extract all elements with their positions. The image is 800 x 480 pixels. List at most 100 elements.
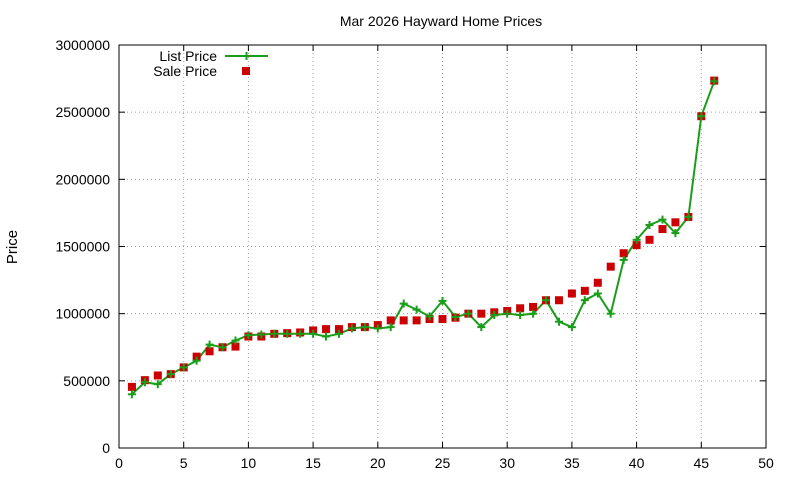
x-tick-label: 10 xyxy=(241,455,257,471)
sale-price-point xyxy=(567,289,576,298)
y-tick-label: 500000 xyxy=(63,373,110,389)
list-price-point xyxy=(399,299,408,308)
list-price-point xyxy=(244,331,253,340)
sale-price-point xyxy=(438,315,447,324)
list-price-point xyxy=(127,390,136,399)
list-price-point xyxy=(490,311,499,319)
list-price-point xyxy=(205,340,214,349)
list-price-point xyxy=(619,255,628,264)
list-price-point xyxy=(567,323,576,332)
list-price-point xyxy=(283,329,292,338)
sale-price-point xyxy=(593,278,602,287)
list-price-point xyxy=(451,313,460,321)
y-tick-label: 2000000 xyxy=(55,171,110,187)
axis-ticks: 0 5 10 15 20 25 30 35 40 45 50 0 500000 1000000 150000… xyxy=(55,37,774,471)
series-group xyxy=(127,76,719,399)
list-price-point xyxy=(218,343,227,352)
list-price-point xyxy=(296,329,305,338)
x-tick-label: 35 xyxy=(564,455,580,471)
y-tick-label: 3000000 xyxy=(55,37,110,53)
list-price-point xyxy=(529,309,538,318)
sale-price-point xyxy=(658,225,667,234)
list-price-point xyxy=(373,324,382,333)
sale-price-point xyxy=(529,302,538,311)
list-price-point xyxy=(503,309,512,318)
legend: List Price Sale Price xyxy=(153,48,268,79)
x-tick-label: 25 xyxy=(435,455,451,471)
y-tick-label: 2500000 xyxy=(55,104,110,120)
sale-price-point xyxy=(322,325,331,334)
list-price-point xyxy=(309,329,318,338)
list-price-point xyxy=(580,296,589,305)
chart-title: Mar 2026 Hayward Home Prices xyxy=(340,13,542,29)
list-price-point xyxy=(632,235,641,244)
list-price-point xyxy=(192,356,201,365)
sale-price-point xyxy=(127,382,136,391)
sale-price-point xyxy=(645,235,654,244)
list-price-point xyxy=(438,296,447,305)
list-price-point xyxy=(322,332,330,341)
sale-price-point xyxy=(412,316,421,325)
list-price-point xyxy=(658,215,667,224)
sale-price-point xyxy=(477,309,486,318)
list-price-point xyxy=(645,221,654,229)
list-price-point xyxy=(153,380,162,389)
legend-label-list-price: List Price xyxy=(159,48,217,64)
list-price-point xyxy=(477,323,486,332)
sale-price-point xyxy=(231,342,240,351)
list-price-point xyxy=(710,77,719,86)
list-price-point xyxy=(464,309,473,318)
list-price-point xyxy=(257,330,266,339)
list-price-point xyxy=(425,312,434,321)
list-price-point xyxy=(593,289,602,298)
x-tick-label: 15 xyxy=(305,455,321,471)
x-tick-label: 45 xyxy=(694,455,710,471)
sale-price-point xyxy=(192,352,201,361)
sale-price-point xyxy=(619,249,628,258)
list-price-point xyxy=(347,324,356,333)
list-price-point xyxy=(386,323,395,332)
series-line-list-price xyxy=(131,80,716,396)
sale-price-point xyxy=(399,316,408,325)
y-tick-label: 1000000 xyxy=(55,306,110,322)
sale-price-point xyxy=(632,241,641,250)
x-tick-label: 5 xyxy=(180,455,188,471)
x-tick-label: 0 xyxy=(115,455,123,471)
legend-marker-sale-price xyxy=(242,67,250,75)
legend-label-sale-price: Sale Price xyxy=(153,63,217,79)
list-price-point xyxy=(412,305,421,314)
sale-price-point xyxy=(334,325,343,334)
sale-price-point xyxy=(606,262,615,271)
y-tick-label: 1500000 xyxy=(55,239,110,255)
list-price-point xyxy=(360,323,369,332)
list-price-point xyxy=(166,370,175,379)
list-price-point xyxy=(697,112,706,121)
x-tick-label: 30 xyxy=(499,455,515,471)
grid xyxy=(119,45,766,448)
plot-border xyxy=(118,44,767,449)
y-tick-label: 0 xyxy=(102,440,110,456)
x-tick-label: 40 xyxy=(629,455,645,471)
list-price-point xyxy=(231,336,240,345)
sale-price-point xyxy=(580,286,589,295)
sale-price-point xyxy=(205,347,214,356)
list-price-point xyxy=(270,329,279,338)
list-price-point xyxy=(606,309,615,318)
sale-price-point xyxy=(671,218,680,227)
list-price-point xyxy=(671,229,680,238)
list-price-point xyxy=(542,296,550,305)
list-price-point xyxy=(684,212,693,221)
sale-price-point xyxy=(516,304,525,313)
sale-price-point xyxy=(153,371,162,380)
list-price-point xyxy=(179,363,188,372)
legend-marker-list-price xyxy=(242,52,251,60)
sale-price-point xyxy=(386,316,395,325)
y-axis-label: Price xyxy=(4,230,21,264)
x-tick-label: 20 xyxy=(370,455,386,471)
list-price-point xyxy=(335,329,343,338)
list-price-point xyxy=(516,311,525,319)
list-price-point xyxy=(555,317,563,326)
sale-price-point xyxy=(554,296,563,305)
list-price-point xyxy=(140,378,149,387)
